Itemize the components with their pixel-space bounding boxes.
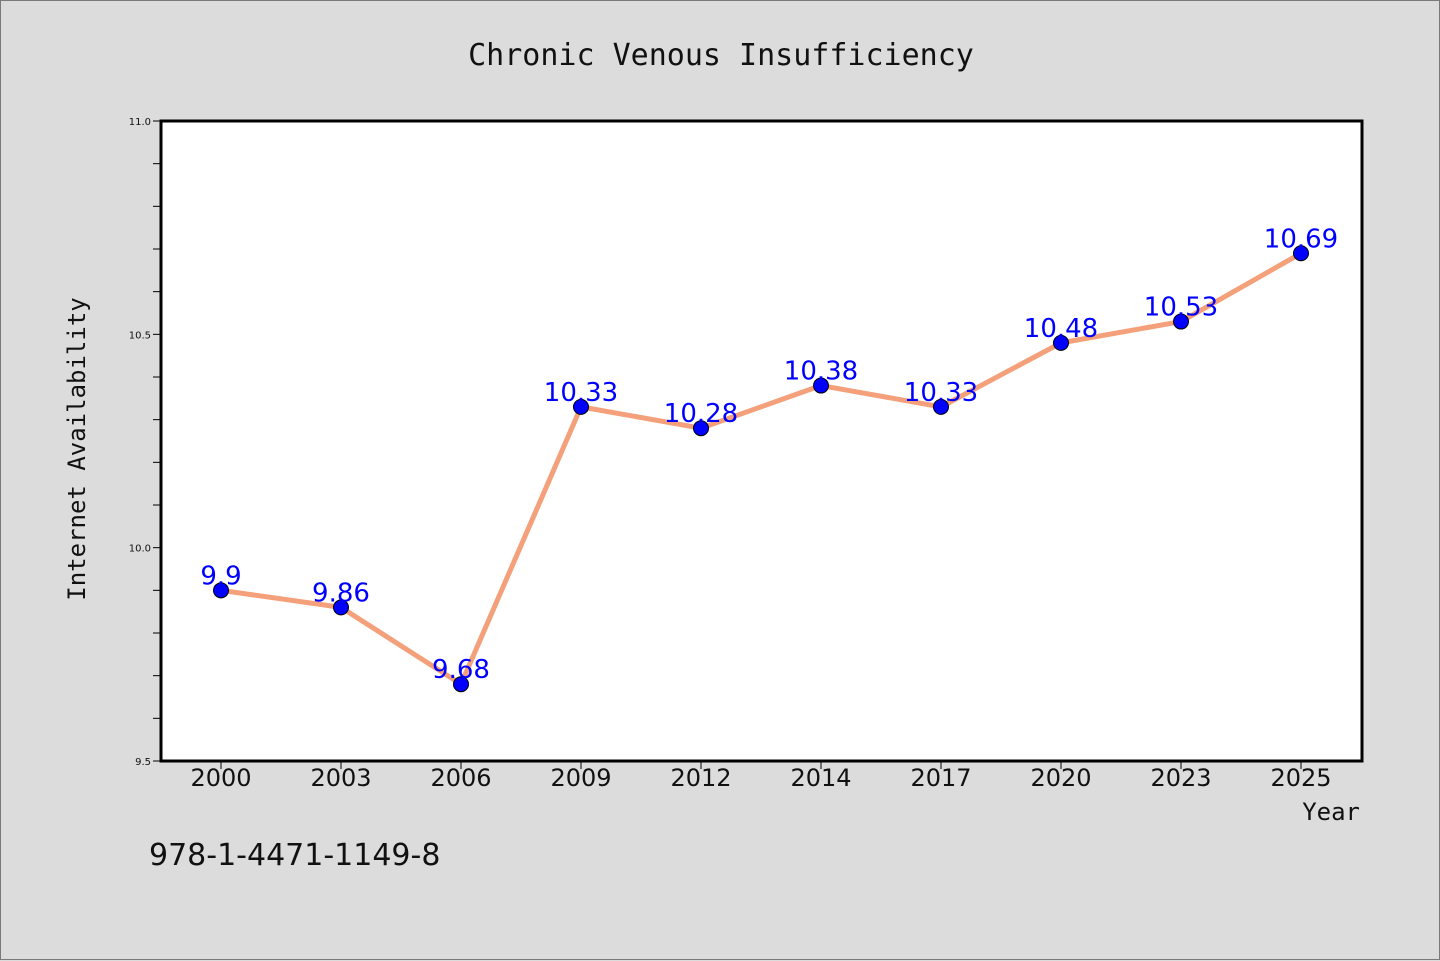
data-label: 9.68: [432, 655, 490, 685]
series-markers: [213, 245, 1309, 693]
data-label: 10.38: [784, 357, 858, 387]
x-tick-label: 2000: [190, 764, 251, 792]
y-tick-label: 9.5: [135, 757, 151, 768]
x-tick-label: 2025: [1270, 764, 1331, 792]
plot-area: [159, 119, 1364, 763]
chart-title: Chronic Venous Insufficiency: [468, 38, 974, 73]
data-label: 10.33: [904, 378, 978, 408]
x-tick-label: 2009: [550, 764, 611, 792]
data-point: [693, 420, 709, 437]
data-point: [1293, 245, 1309, 262]
data-label: 9.9: [200, 561, 241, 591]
data-point: [813, 377, 829, 394]
x-tick-label: 2020: [1030, 764, 1091, 792]
data-label: 10.53: [1144, 293, 1218, 323]
data-point: [573, 398, 589, 415]
y-tick-label: 10.5: [129, 330, 151, 341]
y-tick-label: 11.0: [129, 117, 151, 128]
data-label: 9.86: [312, 578, 370, 608]
data-label: 10.28: [664, 399, 738, 429]
x-tick-label: 2017: [910, 764, 971, 792]
x-axis-ticks: 2000 2003 2006 2009 2012 2014 2017 2020 2023 2025: [190, 761, 1332, 792]
data-point: [1053, 334, 1069, 351]
y-axis-label: Internet Availability: [63, 297, 91, 600]
y-axis-ticks: 9.5 10.0 10.5 11.0: [129, 117, 161, 768]
x-tick-label: 2023: [1150, 764, 1211, 792]
series-line: [220, 251, 1303, 687]
data-point: [333, 599, 349, 616]
data-label: 10.48: [1024, 314, 1098, 344]
isbn-footnote: 978-1-4471-1149-8: [149, 838, 440, 873]
x-axis-label: Year: [1302, 798, 1360, 826]
x-tick-label: 2003: [310, 764, 371, 792]
data-point: [1173, 313, 1189, 330]
data-point: [933, 398, 949, 415]
data-label: 10.69: [1264, 224, 1338, 254]
data-point: [453, 676, 469, 693]
data-label: 10.33: [544, 378, 618, 408]
data-point: [213, 582, 229, 599]
y-tick-label: 10.0: [129, 544, 151, 555]
x-tick-label: 2006: [430, 764, 491, 792]
x-tick-label: 2014: [790, 764, 851, 792]
data-labels: 9.9 9.86 9.68 10.33 10.28 10.38 10.33 10.48 10.5…: [200, 224, 1338, 685]
x-tick-label: 2012: [670, 764, 731, 792]
